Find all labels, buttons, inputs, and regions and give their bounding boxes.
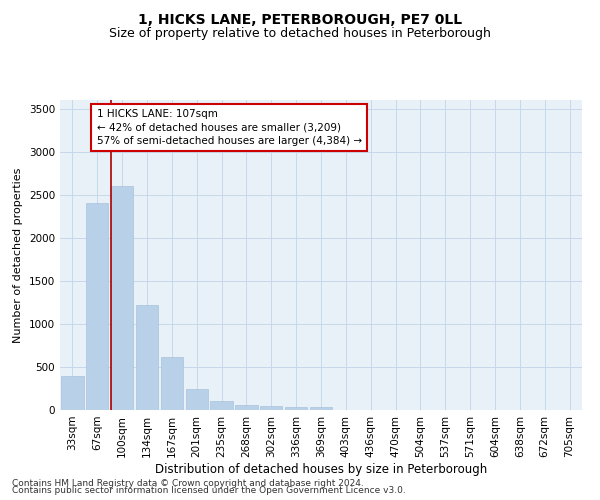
Bar	[185, 389, 208, 410]
Bar	[161, 356, 183, 410]
Bar	[86, 204, 109, 410]
Text: Size of property relative to detached houses in Peterborough: Size of property relative to detached ho…	[109, 28, 491, 40]
X-axis label: Distribution of detached houses by size in Peterborough: Distribution of detached houses by size …	[155, 462, 487, 475]
Bar	[61, 376, 83, 410]
Bar	[310, 407, 332, 410]
Text: 1, HICKS LANE, PETERBOROUGH, PE7 0LL: 1, HICKS LANE, PETERBOROUGH, PE7 0LL	[138, 12, 462, 26]
Bar	[260, 406, 283, 410]
Bar	[285, 406, 307, 410]
Bar	[111, 186, 133, 410]
Text: Contains public sector information licensed under the Open Government Licence v3: Contains public sector information licen…	[12, 486, 406, 495]
Y-axis label: Number of detached properties: Number of detached properties	[13, 168, 23, 342]
Text: 1 HICKS LANE: 107sqm
← 42% of detached houses are smaller (3,209)
57% of semi-de: 1 HICKS LANE: 107sqm ← 42% of detached h…	[97, 110, 362, 146]
Bar	[211, 401, 233, 410]
Bar	[235, 406, 257, 410]
Text: Contains HM Land Registry data © Crown copyright and database right 2024.: Contains HM Land Registry data © Crown c…	[12, 478, 364, 488]
Bar	[136, 305, 158, 410]
